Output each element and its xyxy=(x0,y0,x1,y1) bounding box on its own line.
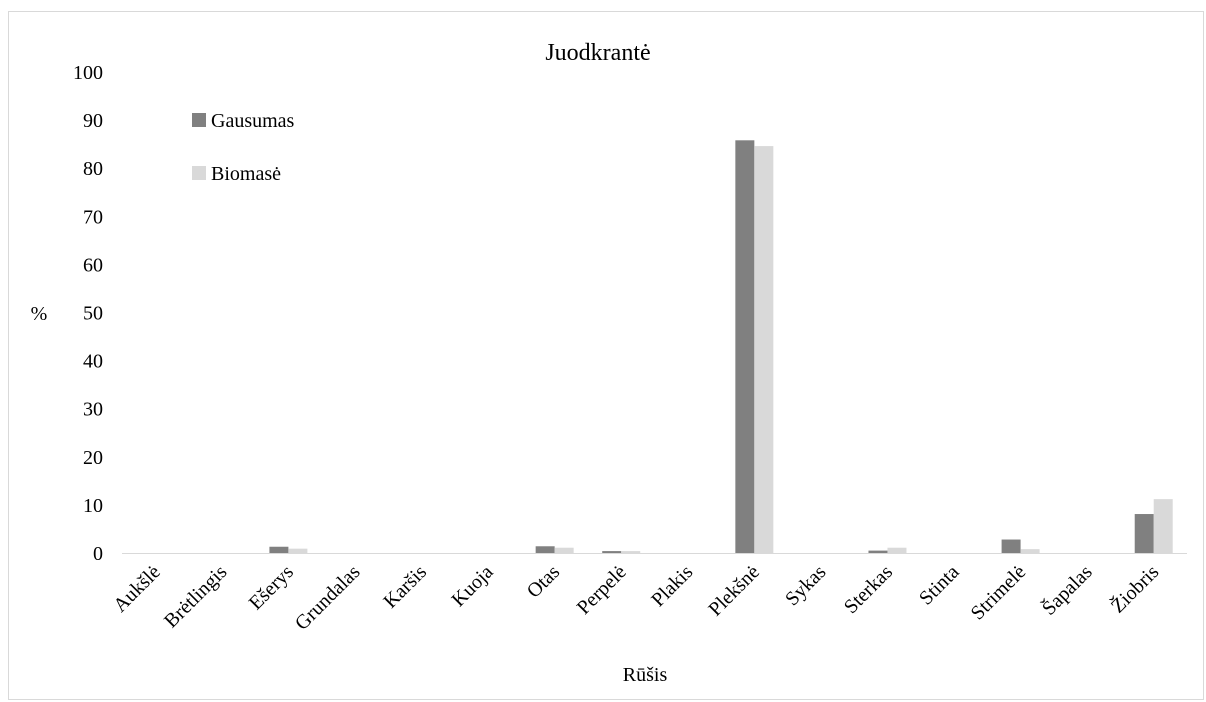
y-tick-label: 90 xyxy=(83,110,103,132)
bar-gausumas xyxy=(602,551,622,553)
y-tick-label: 40 xyxy=(83,351,103,373)
x-axis-label: Rūšis xyxy=(623,664,668,686)
x-tick-label: Ešerys xyxy=(245,561,298,614)
x-tick-label: Kuoja xyxy=(448,561,498,611)
bar-biomase xyxy=(288,548,308,553)
chart-title: Juodkrantė xyxy=(545,40,650,66)
bar-biomase xyxy=(554,547,574,553)
y-tick-label: 0 xyxy=(93,543,103,565)
x-tick-label: Sterkas xyxy=(840,561,897,618)
y-tick-label: 30 xyxy=(83,399,103,421)
bar-biomase xyxy=(887,547,907,553)
x-tick-label: Plekšnė xyxy=(704,561,764,621)
y-tick-label: 10 xyxy=(83,495,103,517)
bar-gausumas xyxy=(535,546,555,553)
bar-biomase xyxy=(1020,549,1040,553)
x-tick-label: Sykas xyxy=(781,561,830,610)
x-tick-label: Strimelė xyxy=(967,561,1031,625)
legend-swatch xyxy=(192,113,206,127)
y-tick-label: 50 xyxy=(83,303,103,325)
bar-gausumas xyxy=(1001,539,1021,553)
bar-gausumas xyxy=(269,546,289,553)
y-tick-label: 20 xyxy=(83,447,103,469)
x-tick-label: Otas xyxy=(523,561,565,603)
bar-gausumas xyxy=(735,140,755,553)
chart-frame xyxy=(8,11,1204,700)
x-tick-label: Plakis xyxy=(647,561,697,611)
bar-biomase xyxy=(1153,499,1173,553)
x-tick-label: Žiobris xyxy=(1106,560,1163,617)
bar-biomase xyxy=(621,551,641,553)
y-tick-label: 60 xyxy=(83,254,103,276)
x-tick-label: Stinta xyxy=(915,561,964,610)
bar-gausumas xyxy=(1134,514,1154,553)
x-tick-label: Brėtlingis xyxy=(160,561,231,632)
x-tick-label: Aukšlė xyxy=(109,561,165,617)
x-tick-label: Šapalas xyxy=(1037,559,1097,619)
x-tick-label: Karšis xyxy=(379,561,431,613)
legend-label: Gausumas xyxy=(211,110,295,132)
y-tick-label: 80 xyxy=(83,158,103,180)
x-tick-label: Perpelė xyxy=(573,561,631,619)
legend-swatch xyxy=(192,166,206,180)
y-axis-label: % xyxy=(31,303,48,325)
bar-gausumas xyxy=(868,550,888,553)
bar-biomase xyxy=(754,146,774,553)
x-tick-label: Grundalas xyxy=(291,561,365,635)
y-tick-label: 100 xyxy=(73,62,103,84)
y-tick-label: 70 xyxy=(83,206,103,228)
legend-label: Biomasė xyxy=(211,163,281,185)
